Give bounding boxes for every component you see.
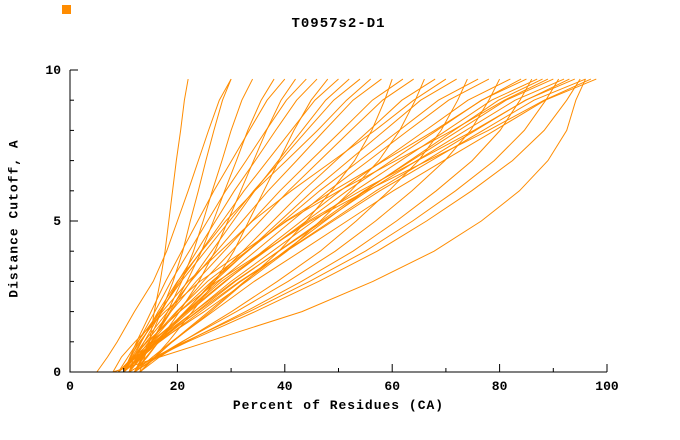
axis-ticks bbox=[69, 69, 608, 373]
model-curve-m40 bbox=[123, 78, 592, 373]
model-curve-m36 bbox=[134, 78, 570, 373]
x-tick-label: 20 bbox=[170, 379, 186, 394]
series-color-swatch bbox=[62, 5, 71, 14]
model-curve-m12 bbox=[117, 78, 361, 373]
model-curve-m07 bbox=[123, 78, 307, 373]
axis-tick-labels: 0 20 40 60 80 100 0 5 10 bbox=[45, 63, 619, 394]
model-curve-m33 bbox=[123, 78, 554, 373]
y-tick-label: 10 bbox=[45, 63, 61, 78]
model-curve-m34 bbox=[128, 78, 560, 373]
x-tick-label: 0 bbox=[66, 379, 74, 394]
x-tick-label: 100 bbox=[595, 379, 619, 394]
model-curve-m41 bbox=[134, 78, 597, 373]
chart-title: T0957s2-D1 bbox=[291, 16, 386, 32]
x-axis-label: Percent of Residues (CA) bbox=[232, 398, 445, 413]
model-curve-m32 bbox=[112, 78, 549, 373]
model-curves bbox=[96, 78, 597, 373]
model-curve-m13 bbox=[128, 78, 372, 373]
model-curve-m37 bbox=[123, 78, 575, 373]
x-tick-label: 40 bbox=[277, 379, 293, 394]
model-curve-m39 bbox=[118, 78, 586, 373]
model-curve-m35 bbox=[118, 78, 565, 373]
model-curve-m14 bbox=[123, 78, 382, 373]
model-curve-m42 bbox=[112, 78, 586, 373]
y-tick-label: 5 bbox=[53, 214, 61, 229]
x-tick-label: 80 bbox=[492, 379, 508, 394]
model-curve-m27 bbox=[128, 78, 522, 373]
x-tick-label: 60 bbox=[384, 379, 400, 394]
series-color-swatch-box bbox=[62, 5, 71, 14]
model-curve-m10 bbox=[123, 78, 339, 373]
model-curve-m38 bbox=[128, 78, 581, 373]
y-tick-label: 0 bbox=[53, 365, 61, 380]
model-curve-m16 bbox=[123, 78, 404, 373]
model-curve-m09 bbox=[139, 78, 329, 373]
model-curve-m20 bbox=[123, 78, 447, 373]
model-curve-m29 bbox=[134, 78, 533, 373]
model-curve-m43 bbox=[96, 78, 232, 373]
model-curve-m31 bbox=[139, 78, 543, 373]
